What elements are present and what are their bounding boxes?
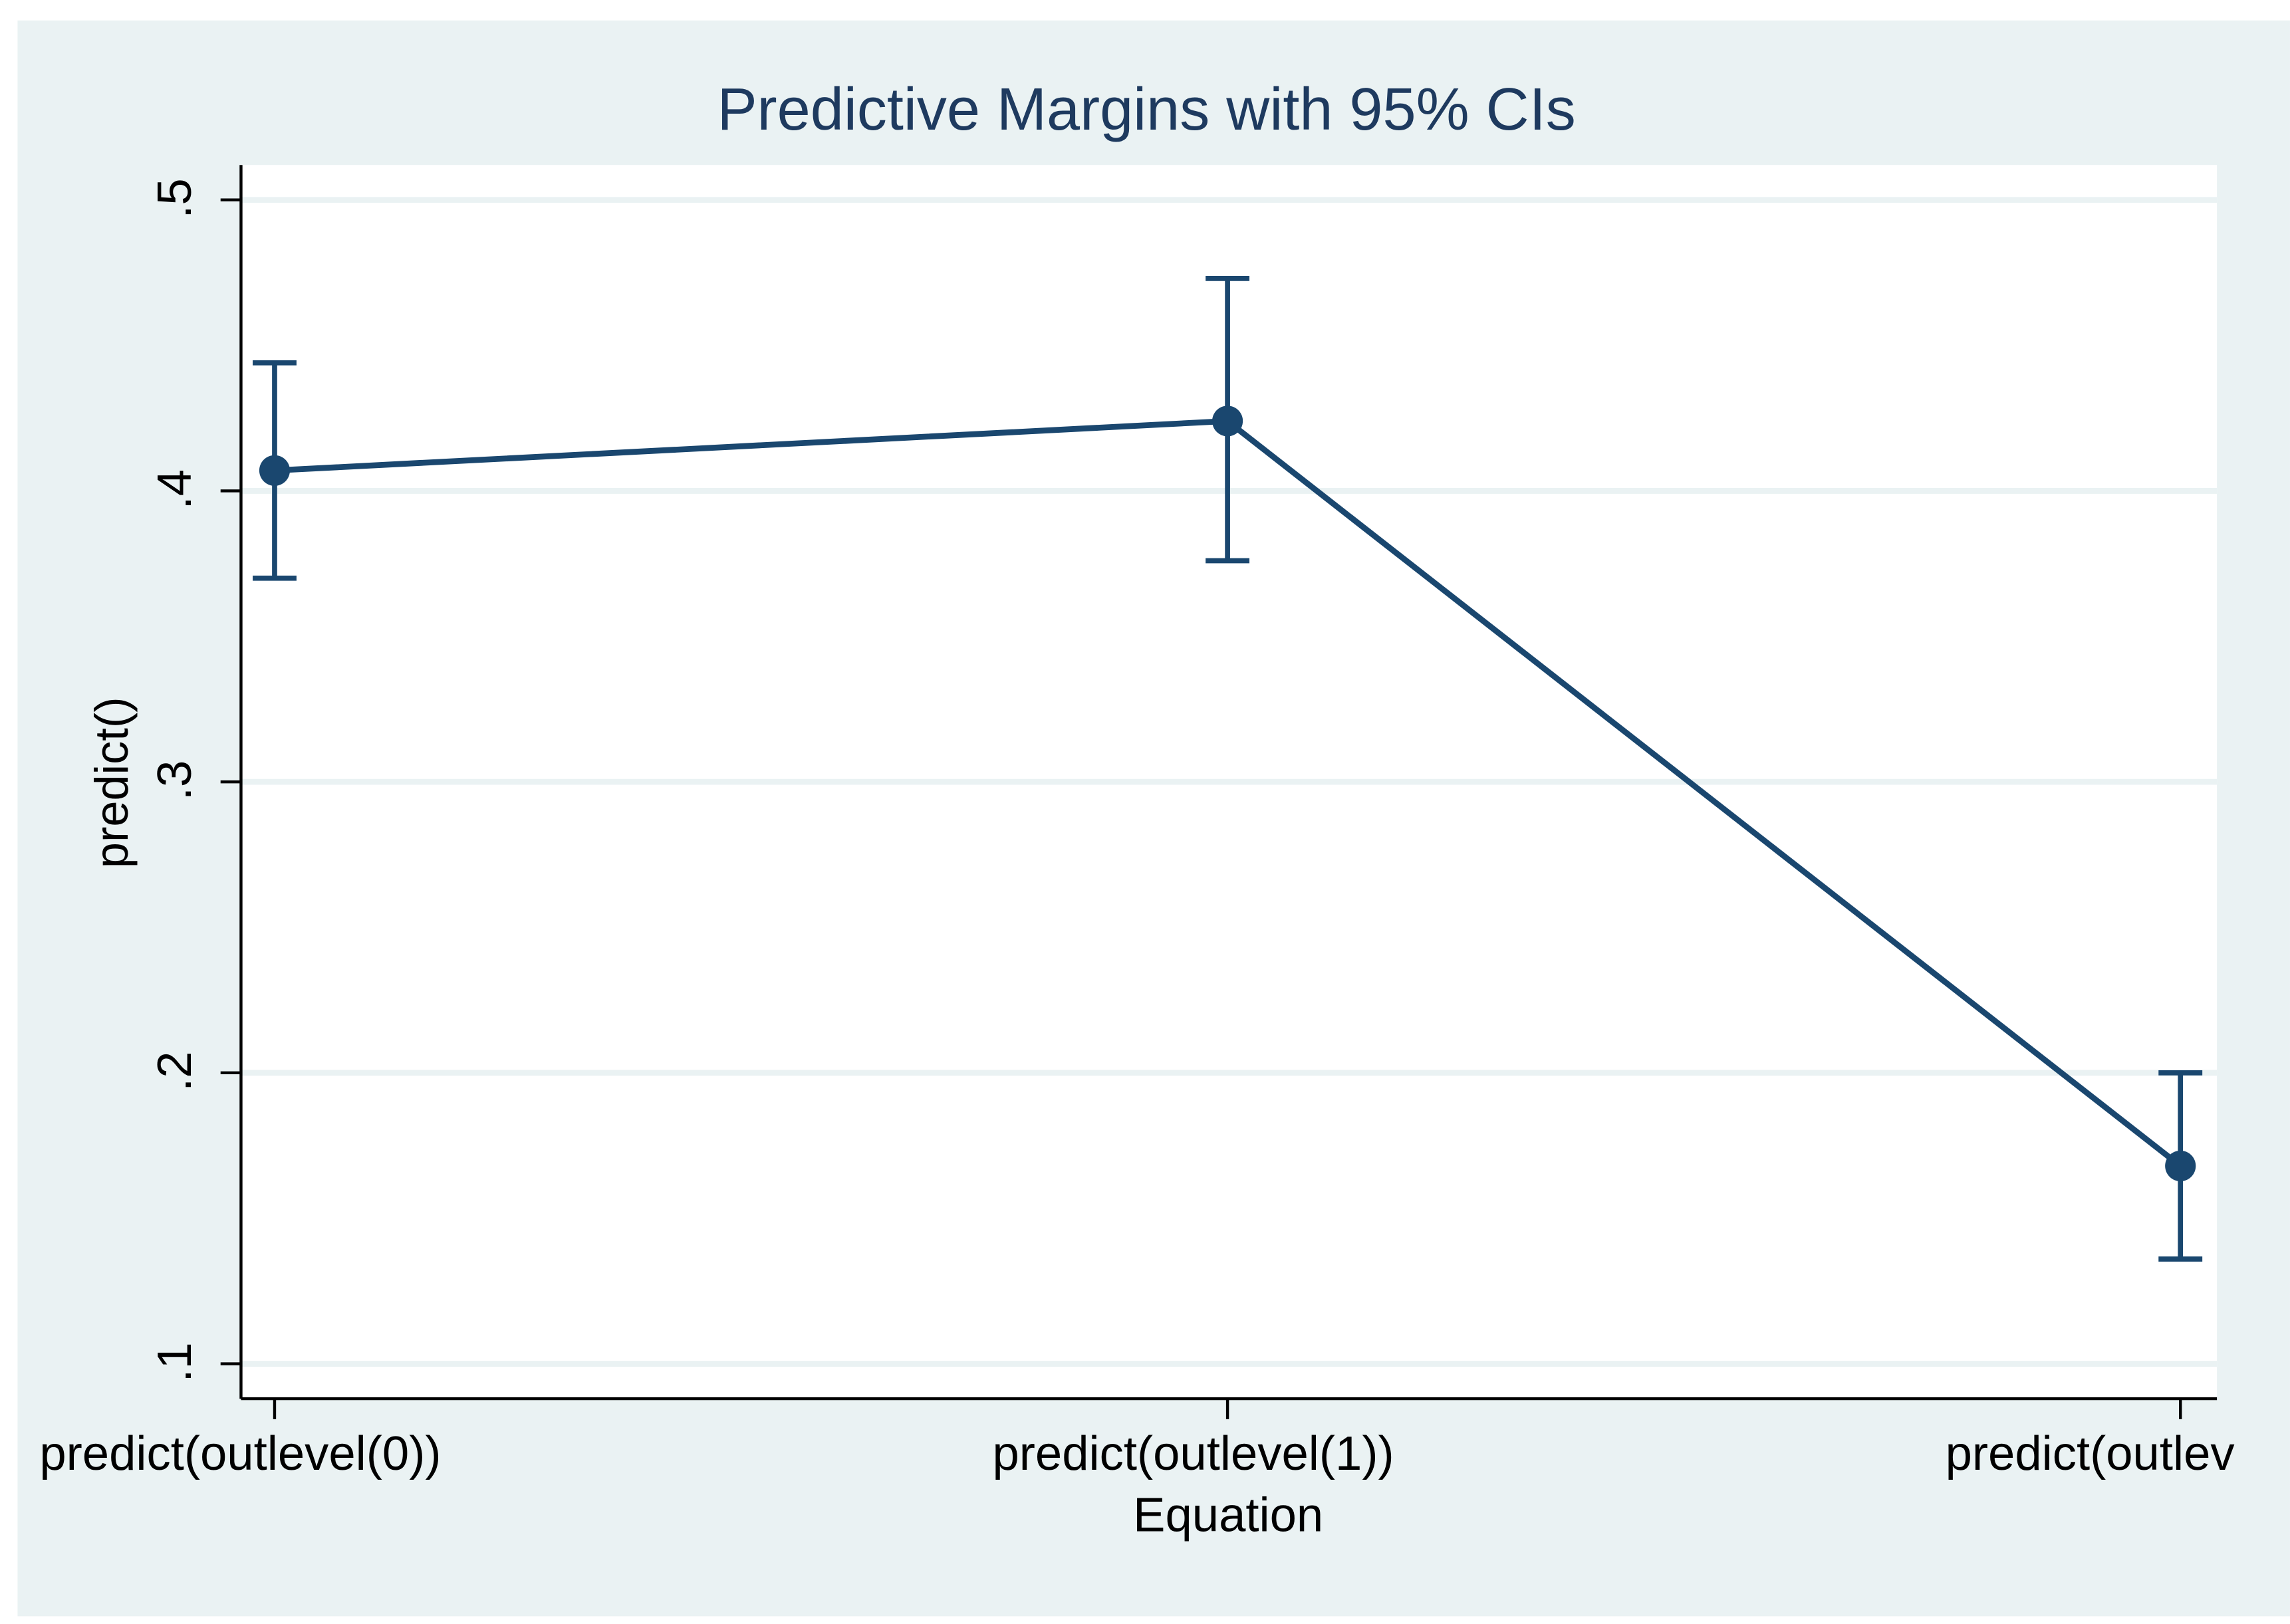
x-axis-title: Equation — [1133, 1488, 1323, 1542]
y-tick-label: .3 — [148, 760, 201, 800]
y-tick-label: .1 — [148, 1342, 201, 1382]
point — [1212, 406, 1243, 437]
x-tick-label: predict(outlevel(0)) — [39, 1427, 441, 1480]
point — [2165, 1150, 2196, 1181]
y-tick-label: .2 — [148, 1051, 201, 1091]
x-tick-label: predict(outlev — [1946, 1427, 2235, 1480]
chart-title: Predictive Margins with 95% CIs — [717, 76, 1576, 143]
y-tick-label: .5 — [148, 178, 201, 218]
y-axis-title: predict() — [85, 697, 138, 868]
point — [259, 455, 291, 486]
y-tick-label: .4 — [148, 469, 201, 509]
x-tick-label: predict(outlevel(1)) — [992, 1427, 1394, 1480]
